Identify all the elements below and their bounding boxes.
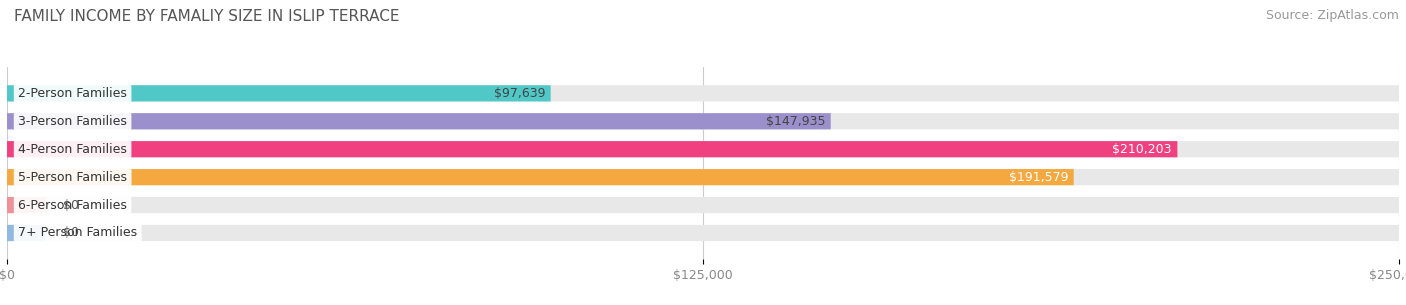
Text: Source: ZipAtlas.com: Source: ZipAtlas.com [1265,9,1399,22]
Text: 5-Person Families: 5-Person Families [18,170,127,184]
Text: FAMILY INCOME BY FAMALIY SIZE IN ISLIP TERRACE: FAMILY INCOME BY FAMALIY SIZE IN ISLIP T… [14,9,399,24]
FancyBboxPatch shape [7,197,1399,213]
Text: 2-Person Families: 2-Person Families [18,87,127,100]
FancyBboxPatch shape [7,141,1399,157]
Text: $147,935: $147,935 [766,115,825,128]
Text: 6-Person Families: 6-Person Families [18,199,127,212]
Text: $0: $0 [63,199,79,212]
FancyBboxPatch shape [7,141,1177,157]
FancyBboxPatch shape [7,113,1399,129]
Text: $210,203: $210,203 [1112,143,1171,156]
Text: $191,579: $191,579 [1008,170,1069,184]
Text: $97,639: $97,639 [494,87,546,100]
FancyBboxPatch shape [7,85,1399,102]
Text: 4-Person Families: 4-Person Families [18,143,127,156]
Text: 7+ Person Families: 7+ Person Families [18,227,138,239]
FancyBboxPatch shape [7,85,551,102]
Text: 3-Person Families: 3-Person Families [18,115,127,128]
Text: $0: $0 [63,227,79,239]
FancyBboxPatch shape [7,169,1399,185]
FancyBboxPatch shape [7,197,46,213]
FancyBboxPatch shape [7,113,831,129]
FancyBboxPatch shape [7,225,1399,241]
FancyBboxPatch shape [7,169,1074,185]
FancyBboxPatch shape [7,225,46,241]
